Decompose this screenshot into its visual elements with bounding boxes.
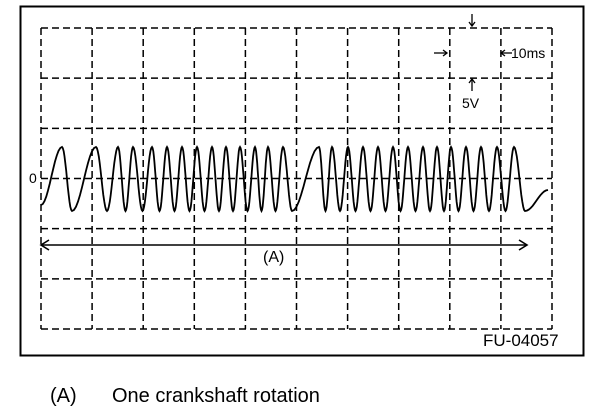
figure-frame bbox=[19, 5, 585, 357]
left-arrow-icon bbox=[499, 49, 512, 57]
legend-key: (A) bbox=[50, 385, 77, 407]
up-arrow-icon bbox=[468, 77, 476, 91]
figure-id: FU-04057 bbox=[483, 331, 559, 350]
zero-level-label: 0 bbox=[29, 170, 37, 186]
span-label: (A) bbox=[263, 249, 285, 266]
legend-caption: (A) One crankshaft rotation bbox=[50, 385, 320, 408]
crank-sensor-waveform bbox=[40, 144, 549, 214]
scale-arrows bbox=[434, 14, 512, 91]
rotation-span-arrow bbox=[39, 239, 529, 251]
time-scale-label: 10ms bbox=[511, 45, 546, 61]
voltage-scale-label: 5V bbox=[462, 95, 480, 111]
legend-text: One crankshaft rotation bbox=[112, 385, 320, 407]
down-arrow-icon bbox=[468, 14, 476, 28]
right-arrow-icon bbox=[434, 49, 449, 57]
oscilloscope-grid bbox=[40, 27, 553, 330]
